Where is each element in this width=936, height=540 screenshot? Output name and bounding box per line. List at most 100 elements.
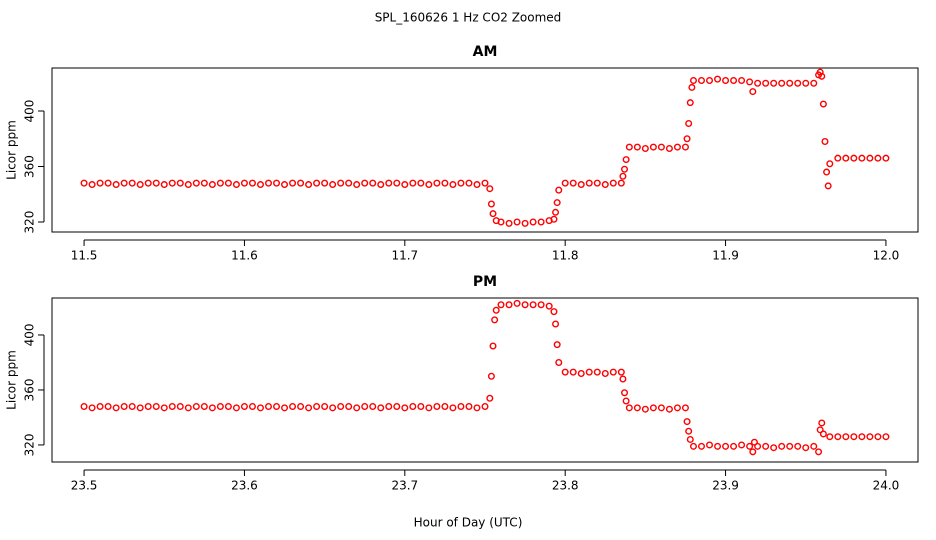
data-point — [762, 442, 770, 450]
data-point — [385, 402, 393, 410]
data-point — [778, 442, 786, 450]
data-point — [609, 368, 617, 376]
panel: AM Licor ppm 11.5 11.6 11.7 11.8 11.9 12.0 320 36… — [5, 44, 919, 263]
data-point — [240, 402, 248, 410]
data-point — [730, 442, 738, 450]
data-point — [401, 404, 409, 412]
data-point — [160, 404, 168, 412]
data-point — [377, 404, 385, 412]
x-tick-label: 23.5 — [71, 479, 98, 493]
data-point — [433, 179, 441, 187]
data-point — [617, 179, 625, 187]
data-point — [625, 143, 633, 151]
data-point — [529, 218, 537, 226]
data-point — [96, 179, 104, 187]
data-point — [552, 208, 560, 216]
data-point — [481, 402, 489, 410]
y-tick-label: 400 — [23, 100, 37, 123]
data-point — [120, 402, 128, 410]
x-tick-label: 24.0 — [873, 479, 900, 493]
data-point — [802, 79, 810, 87]
data-point — [754, 79, 762, 87]
data-point — [826, 160, 834, 168]
data-point — [521, 219, 529, 227]
data-point — [819, 100, 827, 108]
figure-title: SPL_160626 1 Hz CO2 Zoomed — [375, 11, 562, 25]
y-tick-label: 360 — [23, 155, 37, 178]
x-tick-label: 23.7 — [391, 479, 418, 493]
data-point — [297, 179, 305, 187]
data-point — [497, 301, 505, 309]
data-point — [537, 301, 545, 309]
data-point — [144, 179, 152, 187]
data-point — [698, 442, 706, 450]
data-point — [281, 404, 289, 412]
data-point — [673, 404, 681, 412]
data-point — [385, 179, 393, 187]
data-point — [818, 72, 826, 80]
data-point — [823, 168, 831, 176]
data-point — [850, 154, 858, 162]
data-point — [585, 179, 593, 187]
data-point — [786, 79, 794, 87]
data-point — [593, 179, 601, 187]
data-point — [657, 143, 665, 151]
data-point — [492, 306, 500, 314]
data-point — [858, 433, 866, 441]
data-point — [313, 402, 321, 410]
data-point — [449, 181, 457, 189]
data-point — [465, 402, 473, 410]
data-point — [417, 402, 425, 410]
data-point — [706, 76, 714, 84]
data-point — [393, 179, 401, 187]
data-point — [802, 444, 810, 452]
data-point — [128, 179, 136, 187]
data-point — [152, 402, 160, 410]
data-point — [353, 181, 361, 189]
data-point — [657, 404, 665, 412]
data-point — [550, 308, 558, 316]
data-point — [649, 404, 657, 412]
data-point — [681, 404, 689, 412]
data-point — [486, 185, 494, 193]
data-point — [609, 179, 617, 187]
data-point — [633, 404, 641, 412]
data-point — [329, 404, 337, 412]
x-tick-label: 23.9 — [712, 479, 739, 493]
data-point — [619, 375, 627, 383]
plot-frame — [51, 297, 919, 463]
data-point — [369, 402, 377, 410]
data-point — [232, 404, 240, 412]
data-point — [80, 179, 88, 187]
data-point — [489, 342, 497, 350]
data-point — [754, 442, 762, 450]
data-point — [722, 76, 730, 84]
data-point — [265, 402, 273, 410]
data-point — [824, 182, 832, 190]
data-point — [762, 79, 770, 87]
data-point — [810, 442, 818, 450]
data-point — [850, 433, 858, 441]
x-tick-label: 12.0 — [873, 249, 900, 263]
x-tick-label: 23.8 — [552, 479, 579, 493]
data-point — [794, 79, 802, 87]
y-tick-label: 400 — [23, 324, 37, 347]
data-point — [136, 181, 144, 189]
data-point — [730, 76, 738, 84]
data-point — [685, 119, 693, 127]
data-point — [297, 402, 305, 410]
data-point — [786, 442, 794, 450]
data-point — [184, 181, 192, 189]
data-point — [826, 433, 834, 441]
data-point — [465, 179, 473, 187]
data-point — [491, 316, 499, 324]
data-point — [555, 358, 563, 366]
data-point — [553, 199, 561, 207]
data-point — [552, 320, 560, 328]
data-point — [545, 302, 553, 310]
data-point — [874, 433, 882, 441]
data-point — [168, 402, 176, 410]
data-point — [224, 179, 232, 187]
data-point — [550, 215, 558, 223]
data-point — [305, 404, 313, 412]
